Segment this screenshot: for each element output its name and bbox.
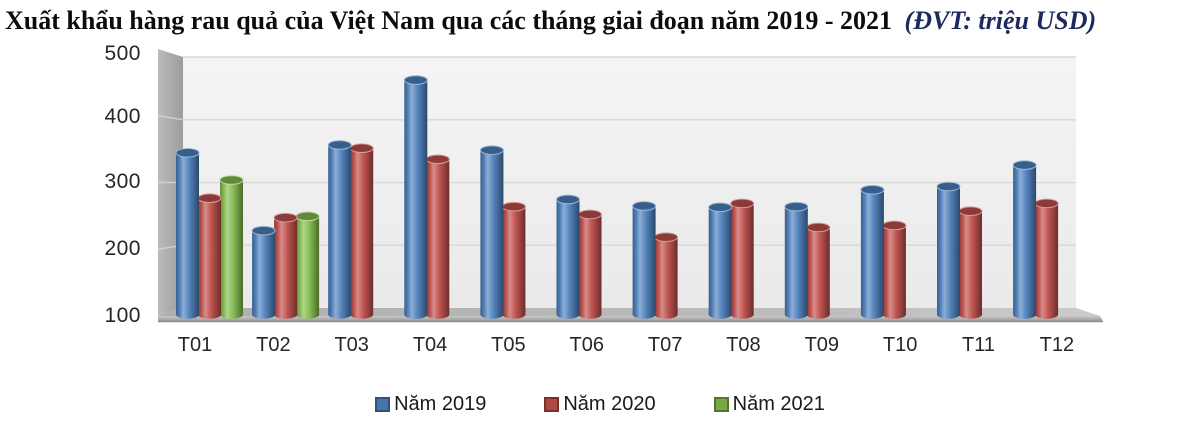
bar-Năm 2019-T08 (708, 202, 733, 319)
y-axis-tick-label-100: 100 (104, 304, 141, 327)
x-axis-category-label-T08: T08 (726, 334, 761, 356)
bar-Năm 2019-T03 (327, 140, 352, 319)
bar-Năm 2020-T03 (349, 143, 374, 319)
y-axis-tick-label-300: 300 (104, 170, 141, 193)
bar-Năm 2020-T05 (501, 201, 526, 319)
bar-Năm 2020-T09 (806, 222, 831, 319)
bar-Năm 2019-T05 (479, 145, 504, 319)
y-axis-tick-label-200: 200 (104, 237, 141, 260)
x-axis-category-label-T12: T12 (1039, 334, 1075, 356)
legend-swatch-icon (375, 396, 391, 412)
bar-Năm 2019-T12 (1012, 160, 1037, 319)
bar-Năm 2020-T10 (882, 220, 907, 319)
wall-tick-400 (157, 115, 184, 121)
bar-Năm 2020-T04 (425, 154, 450, 319)
legend-swatch-icon (544, 396, 560, 412)
bar-Năm 2019-T06 (556, 194, 580, 319)
bar-Năm 2021-T02 (295, 211, 320, 319)
bar-Năm 2019-T01 (175, 147, 200, 319)
legend-item-1: Năm 2019 (375, 393, 486, 416)
x-axis-category-label-T11: T11 (962, 334, 995, 356)
legend-label: Năm 2020 (563, 392, 656, 415)
bar-Năm 2020-T06 (578, 209, 602, 319)
bar-Năm 2019-T11 (936, 181, 961, 319)
bar-Năm 2020-T08 (730, 198, 755, 319)
bar-Năm 2020-T12 (1034, 198, 1059, 319)
bar-Năm 2020-T07 (654, 232, 679, 319)
legend-label: Năm 2021 (732, 392, 825, 415)
chart-title-row: Xuất khẩu hàng rau quả của Việt Nam qua … (5, 4, 1197, 38)
chart-bars (175, 75, 1059, 319)
bar-Năm 2019-T07 (632, 201, 657, 319)
bar-Năm 2019-T02 (251, 225, 276, 319)
x-axis-category-label-T05: T05 (491, 334, 526, 356)
x-axis-category-label-T07: T07 (647, 334, 683, 356)
x-axis-category-label-T01: T01 (177, 334, 213, 356)
bar-Năm 2019-T09 (784, 201, 809, 319)
bar-Năm 2020-T02 (273, 212, 298, 319)
x-axis-category-label-T06: T06 (569, 334, 604, 356)
chart-title: Xuất khẩu hàng rau quả của Việt Nam qua … (5, 6, 893, 35)
bar-Năm 2021-T01 (219, 175, 244, 319)
y-axis-tick-label-400: 400 (104, 105, 141, 128)
y-axis-tick-label-500: 500 (104, 42, 141, 65)
x-axis-category-label-T02: T02 (256, 334, 291, 356)
legend: Năm 2019 Năm 2020 Năm 2021 (0, 392, 1200, 416)
x-axis-category-label-T09: T09 (804, 334, 840, 356)
legend-item-2: Năm 2020 (544, 392, 656, 416)
x-axis-category-label-T10: T10 (882, 334, 918, 356)
legend-label: Năm 2019 (394, 392, 487, 415)
bar-Năm 2019-T10 (860, 184, 885, 319)
legend-item-3: Năm 2021 (713, 392, 825, 416)
x-axis-category-label-T04: T04 (412, 334, 448, 356)
chart-unit-note: (ĐVT: triệu USD) (904, 6, 1097, 35)
bar-Năm 2020-T11 (958, 206, 983, 319)
bar-Năm 2020-T01 (197, 193, 222, 319)
bar-Năm 2019-T04 (403, 75, 428, 319)
x-axis-category-label-T03: T03 (334, 334, 369, 356)
legend-swatch-icon (713, 396, 729, 412)
